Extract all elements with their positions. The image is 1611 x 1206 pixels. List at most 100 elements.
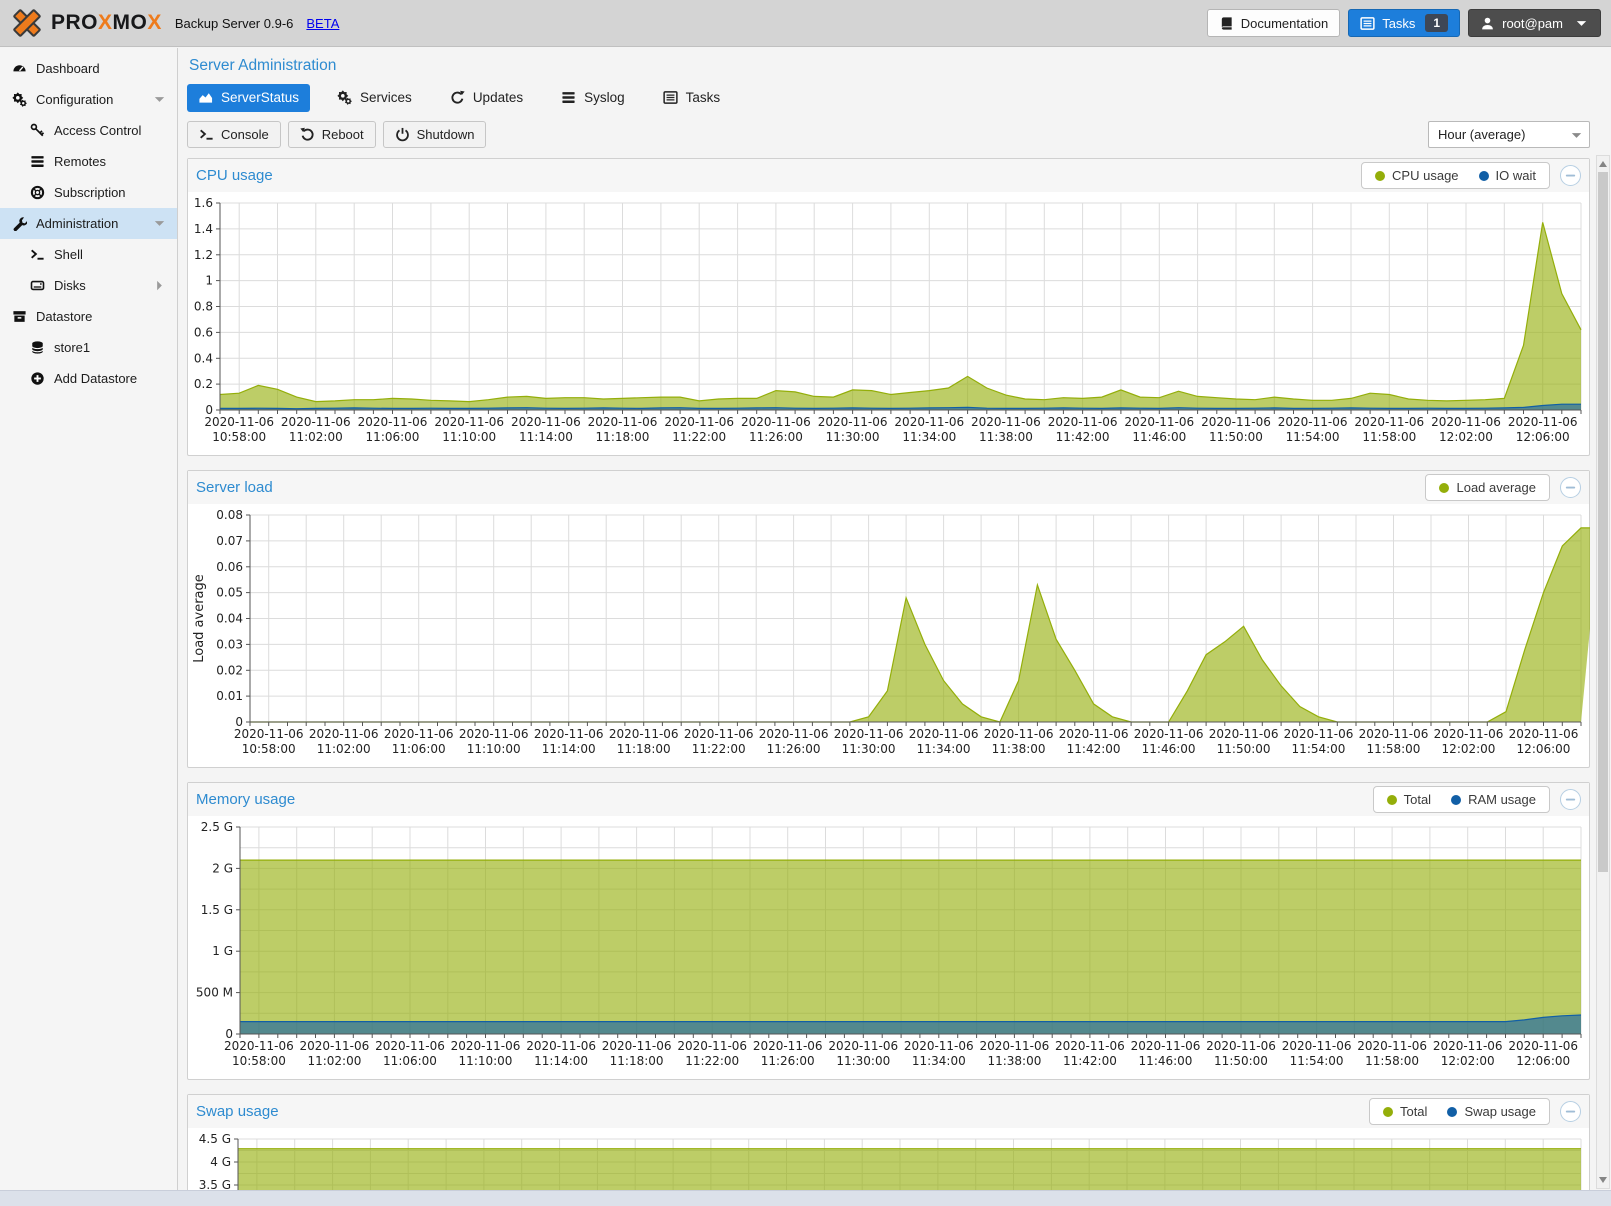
svg-text:0: 0 — [205, 403, 213, 417]
sidebar-item-store1[interactable]: store1 — [0, 332, 177, 363]
hard-disk-icon — [28, 278, 46, 293]
sidebar-item-datastore[interactable]: Datastore — [0, 301, 177, 332]
svg-text:11:30:00: 11:30:00 — [826, 430, 880, 444]
legend-item[interactable]: Total — [1382, 1104, 1427, 1119]
panel-title: Swap usage — [196, 1103, 279, 1120]
svg-text:2020-11-06: 2020-11-06 — [1134, 727, 1204, 741]
sidebar-item-configuration[interactable]: Configuration — [0, 84, 177, 115]
svg-text:11:34:00: 11:34:00 — [917, 742, 971, 756]
refresh-icon — [450, 90, 465, 105]
tasks-count-badge: 1 — [1425, 14, 1449, 32]
svg-text:2020-11-06: 2020-11-06 — [1131, 1039, 1201, 1053]
proxmox-logo-icon — [13, 9, 41, 37]
sidebar-item-dashboard[interactable]: Dashboard — [0, 53, 177, 84]
svg-text:11:38:00: 11:38:00 — [987, 1054, 1041, 1068]
area-chart-icon — [198, 90, 213, 105]
svg-text:11:26:00: 11:26:00 — [767, 742, 821, 756]
svg-text:2020-11-06: 2020-11-06 — [234, 727, 304, 741]
beta-link[interactable]: BETA — [306, 15, 340, 31]
vertical-scrollbar[interactable] — [1596, 155, 1610, 1189]
sidebar-item-access-control[interactable]: Access Control — [0, 115, 177, 146]
svg-text:10:58:00: 10:58:00 — [212, 430, 266, 444]
tasks-button[interactable]: Tasks 1 — [1348, 9, 1461, 37]
svg-text:2020-11-06: 2020-11-06 — [534, 727, 604, 741]
main-content: Server Administration ServerStatus Servi… — [179, 48, 1611, 1190]
scroll-down-arrow[interactable] — [1599, 1177, 1607, 1183]
tab-bar: ServerStatus Services Updates Syslog Tas… — [187, 83, 1590, 112]
sidebar-item-add-datastore[interactable]: Add Datastore — [0, 363, 177, 394]
collapse-panel-button[interactable] — [1560, 477, 1581, 498]
svg-text:2020-11-06: 2020-11-06 — [753, 1039, 823, 1053]
svg-text:2020-11-06: 2020-11-06 — [358, 415, 428, 429]
console-button[interactable]: Console — [187, 121, 281, 148]
svg-text:4.5 G: 4.5 G — [199, 1132, 231, 1146]
collapse-panel-button[interactable] — [1560, 165, 1581, 186]
legend-dot — [1375, 170, 1386, 181]
svg-text:2020-11-06: 2020-11-06 — [1434, 727, 1504, 741]
svg-text:2 G: 2 G — [212, 861, 233, 875]
svg-text:2020-11-06: 2020-11-06 — [1048, 415, 1118, 429]
chevron-down-icon — [152, 92, 167, 107]
svg-text:2020-11-06: 2020-11-06 — [511, 415, 581, 429]
svg-text:2020-11-06: 2020-11-06 — [526, 1039, 596, 1053]
svg-text:2020-11-06: 2020-11-06 — [909, 727, 979, 741]
tab-syslog[interactable]: Syslog — [550, 84, 636, 112]
documentation-button[interactable]: Documentation — [1206, 9, 1341, 37]
sidebar: Dashboard Configuration Access Control R… — [0, 48, 178, 1190]
time-range-select[interactable]: Hour (average) — [1428, 121, 1590, 148]
svg-text:0.05: 0.05 — [216, 586, 243, 600]
user-icon — [1480, 16, 1495, 31]
collapse-panel-button[interactable] — [1560, 1101, 1581, 1122]
svg-text:11:02:00: 11:02:00 — [317, 742, 371, 756]
svg-text:0: 0 — [235, 715, 243, 729]
legend-item[interactable]: CPU usage — [1375, 168, 1459, 183]
svg-text:2020-11-06: 2020-11-06 — [1209, 727, 1279, 741]
shutdown-button[interactable]: Shutdown — [382, 121, 487, 148]
svg-text:2020-11-06: 2020-11-06 — [1055, 1039, 1125, 1053]
sidebar-item-disks[interactable]: Disks — [0, 270, 177, 301]
svg-text:11:42:00: 11:42:00 — [1063, 1054, 1117, 1068]
user-menu-button[interactable]: root@pam — [1468, 9, 1601, 37]
tab-tasks[interactable]: Tasks — [652, 84, 732, 112]
svg-text:11:06:00: 11:06:00 — [392, 742, 446, 756]
tab-serverstatus[interactable]: ServerStatus — [187, 83, 311, 112]
plus-circle-icon — [28, 371, 46, 386]
svg-text:11:02:00: 11:02:00 — [289, 430, 343, 444]
book-icon — [1219, 16, 1234, 31]
product-version: Backup Server 0.9-6 — [174, 15, 294, 31]
scrollbar-thumb[interactable] — [1598, 172, 1608, 872]
svg-text:2020-11-06: 2020-11-06 — [1433, 1039, 1503, 1053]
gears-icon — [337, 90, 352, 105]
legend-item[interactable]: RAM usage — [1451, 792, 1536, 807]
svg-text:11:10:00: 11:10:00 — [442, 430, 496, 444]
svg-text:11:46:00: 11:46:00 — [1142, 742, 1196, 756]
panel-title: Server load — [196, 479, 273, 496]
svg-text:11:38:00: 11:38:00 — [979, 430, 1033, 444]
svg-text:11:10:00: 11:10:00 — [467, 742, 521, 756]
legend-item[interactable]: Load average — [1439, 480, 1536, 495]
life-ring-icon — [28, 185, 46, 200]
swap-usage-panel-header: Swap usage Total Swap usage — [188, 1095, 1589, 1128]
sidebar-item-administration[interactable]: Administration — [0, 208, 177, 239]
svg-text:2020-11-06: 2020-11-06 — [1431, 415, 1501, 429]
sidebar-item-subscription[interactable]: Subscription — [0, 177, 177, 208]
svg-text:12:02:00: 12:02:00 — [1442, 742, 1496, 756]
tab-updates[interactable]: Updates — [439, 84, 534, 112]
reboot-button[interactable]: Reboot — [287, 121, 376, 148]
legend-item[interactable]: Swap usage — [1447, 1104, 1536, 1119]
collapse-panel-button[interactable] — [1560, 789, 1581, 810]
tab-services[interactable]: Services — [326, 84, 423, 112]
svg-text:11:18:00: 11:18:00 — [596, 430, 650, 444]
svg-text:11:22:00: 11:22:00 — [692, 742, 746, 756]
legend-item[interactable]: Total — [1386, 792, 1431, 807]
scroll-up-arrow[interactable] — [1599, 161, 1607, 167]
svg-text:1.5 G: 1.5 G — [201, 903, 233, 917]
list-icon — [28, 154, 46, 169]
sidebar-item-shell[interactable]: Shell — [0, 239, 177, 270]
sidebar-item-remotes[interactable]: Remotes — [0, 146, 177, 177]
svg-text:11:22:00: 11:22:00 — [672, 430, 726, 444]
svg-text:2020-11-06: 2020-11-06 — [894, 415, 964, 429]
svg-text:2020-11-06: 2020-11-06 — [384, 727, 454, 741]
legend-item[interactable]: IO wait — [1478, 168, 1536, 183]
